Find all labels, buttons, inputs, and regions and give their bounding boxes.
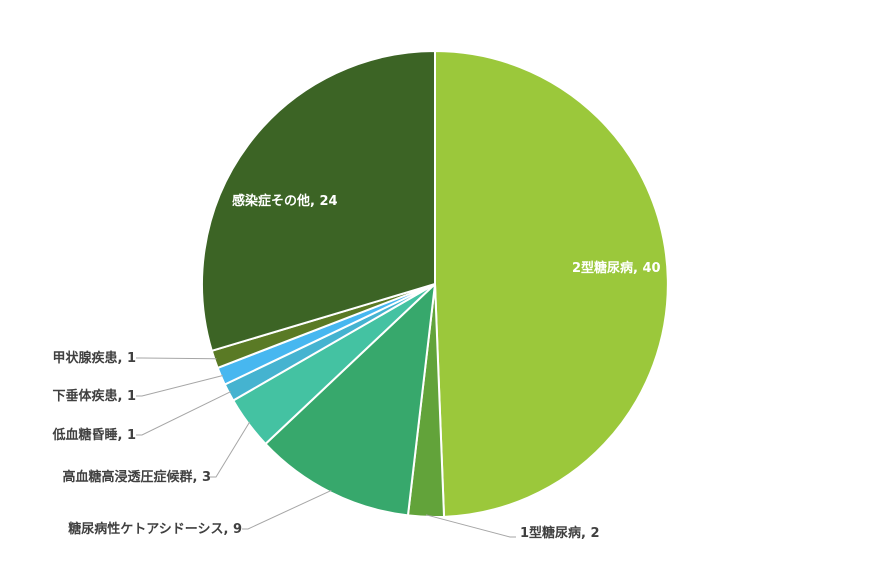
data-label-1: 2型糖尿病, 40 [572, 260, 661, 276]
data-label-5: 低血糖昏睡, 1 [51, 427, 136, 443]
data-labels-layer: 2型糖尿病, 40 1型糖尿病, 2 糖尿病性ケトアシドーシス, 9 高血糖高浸透圧症… [51, 193, 660, 541]
leader-line-3 [242, 489, 332, 530]
pie-slice-1 [434, 50, 669, 518]
leader-line-5 [136, 391, 231, 436]
data-label-6: 下垂体疾患, 1 [52, 388, 136, 404]
data-label-7: 甲状腺疾患, 1 [52, 350, 136, 366]
slices-layer [201, 50, 669, 518]
pie-slice-3 [264, 283, 436, 517]
pie-slice-8 [201, 50, 436, 352]
leader-line-6 [136, 375, 224, 397]
leader-line-4 [210, 421, 251, 478]
data-label-2: 1型糖尿病, 2 [520, 525, 600, 541]
data-label-8: 感染症その他, 24 [232, 193, 338, 209]
data-label-4: 高血糖高浸透圧症候群, 3 [62, 469, 211, 485]
leader-line-2 [425, 514, 516, 538]
leader-line-7 [136, 357, 217, 360]
leader-lines-layer [136, 357, 516, 538]
data-label-3: 糖尿病性ケトアシドーシス, 9 [68, 521, 242, 537]
